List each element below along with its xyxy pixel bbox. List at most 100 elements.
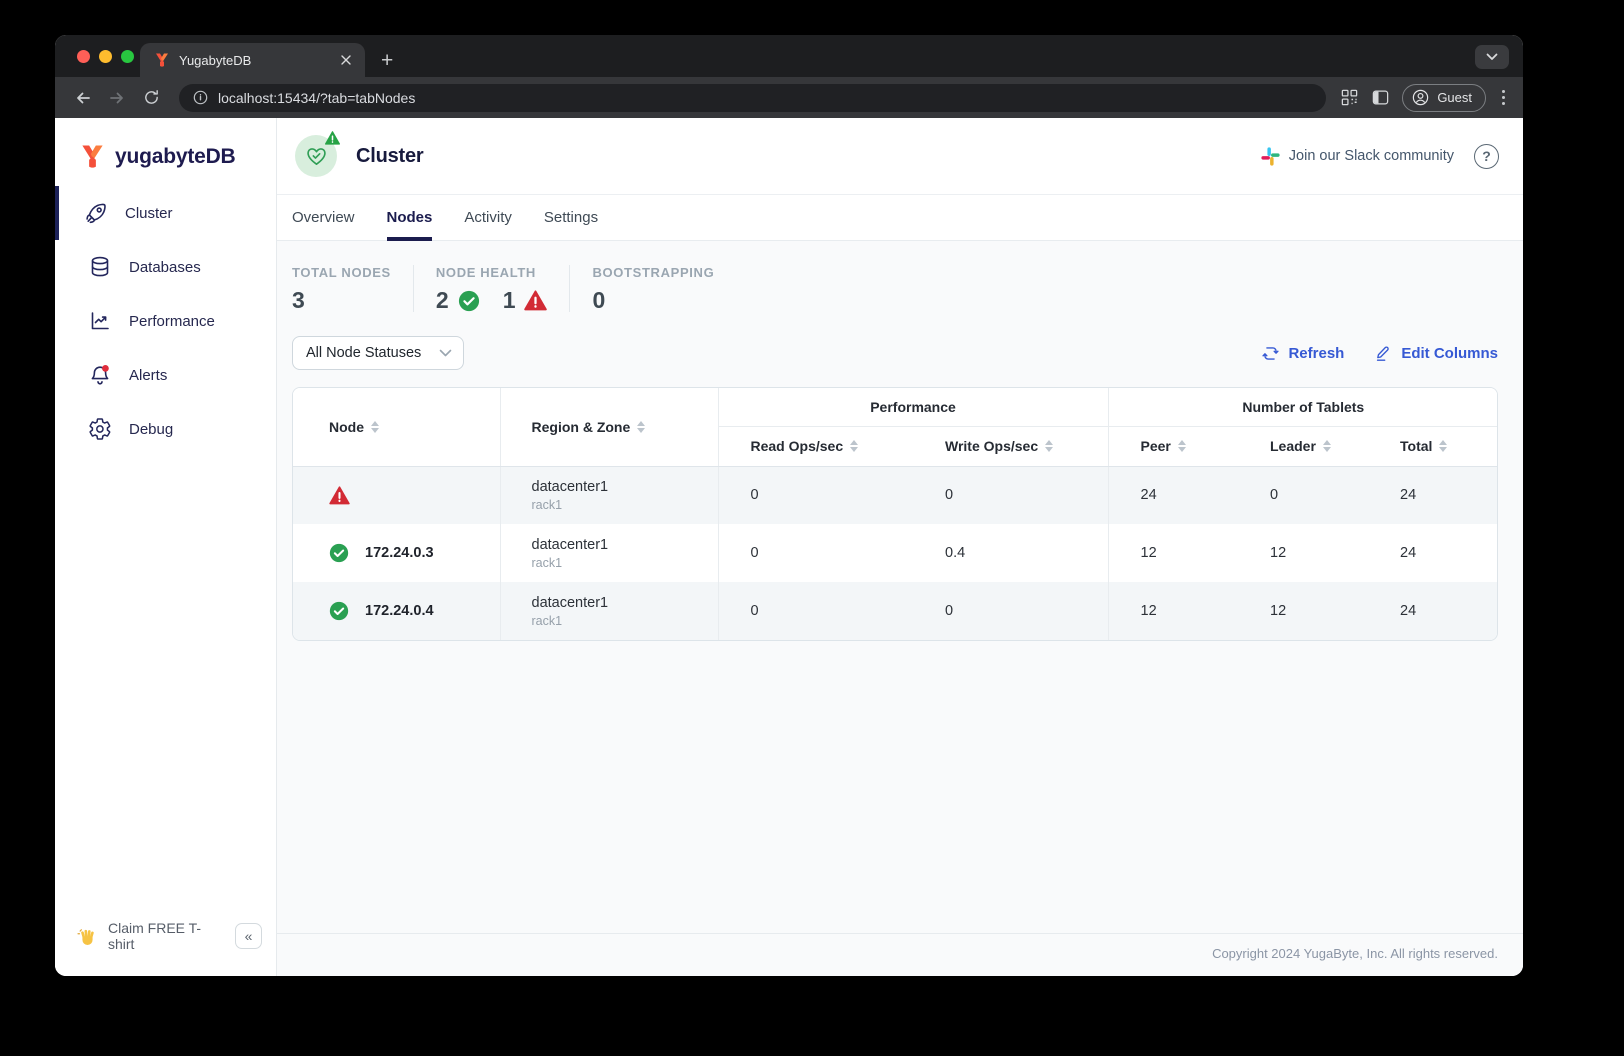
warning-triangle-badge-icon (325, 131, 340, 145)
help-icon[interactable]: ? (1474, 143, 1499, 169)
column-header-peer[interactable]: Peer (1107, 426, 1238, 467)
zone: rack1 (531, 498, 563, 513)
stat-node-health: NODE HEALTH 2 1 (412, 265, 570, 313)
column-header-total[interactable]: Total (1368, 426, 1497, 467)
sort-icon[interactable] (1045, 440, 1054, 452)
sort-icon[interactable] (637, 420, 646, 433)
sort-icon[interactable] (1322, 440, 1331, 452)
sidebar-item-label: Debug (129, 420, 174, 438)
alerts-badge-dot (102, 365, 109, 372)
minimize-window-button[interactable] (99, 50, 112, 63)
total-tablets: 24 (1400, 545, 1417, 561)
healthy-check-icon (458, 290, 480, 312)
page-footer: Copyright 2024 YugaByte, Inc. All rights… (277, 933, 1523, 976)
rocket-icon (84, 201, 108, 225)
node-status-select[interactable]: All Node Statuses (292, 336, 464, 370)
refresh-icon (1261, 344, 1280, 363)
bell-icon (88, 363, 112, 387)
sort-icon[interactable] (850, 440, 859, 452)
sidebar-item-label: Cluster (125, 204, 173, 222)
main-area: Cluster Join our Slack community (277, 118, 1523, 976)
tab-activity[interactable]: Activity (464, 209, 512, 226)
reload-icon[interactable] (137, 84, 165, 112)
profile-label: Guest (1437, 90, 1472, 105)
edit-columns-button[interactable]: Edit Columns (1374, 344, 1498, 363)
browser-menu-icon[interactable] (1498, 90, 1509, 105)
browser-tabstrip: YugabyteDB + (55, 35, 1523, 77)
sidebar-item-performance[interactable]: Performance (55, 294, 276, 348)
yugabytedb-favicon-icon (154, 52, 170, 68)
sort-icon[interactable] (371, 420, 379, 433)
close-window-button[interactable] (77, 50, 90, 63)
app-logo[interactable]: yugabyteDB (55, 118, 276, 186)
read-ops: 0 (717, 466, 913, 524)
column-header-leader[interactable]: Leader (1238, 426, 1368, 467)
slack-link-label: Join our Slack community (1288, 148, 1454, 164)
sidebar-item-debug[interactable]: Debug (55, 402, 276, 456)
sidebar-item-cluster[interactable]: Cluster (55, 186, 276, 240)
sort-icon[interactable] (1439, 440, 1448, 452)
stat-label: TOTAL NODES (292, 265, 391, 280)
chart-icon (88, 309, 112, 333)
column-header-write-ops[interactable]: Write Ops/sec (913, 426, 1108, 467)
yugabytedb-logo-icon (79, 143, 106, 170)
column-group-tablets: Number of Tablets (1107, 388, 1497, 427)
tab-search-chevron-icon[interactable] (1475, 45, 1509, 69)
table-row[interactable]: datacenter1 rack1 0 0 24 0 24 (293, 466, 1497, 524)
column-header-region-zone[interactable]: Region & Zone (499, 388, 718, 467)
tab-settings[interactable]: Settings (543, 209, 599, 226)
sidebar-item-label: Databases (129, 258, 201, 276)
tab-title: YugabyteDB (179, 52, 252, 68)
profile-button[interactable]: Guest (1402, 83, 1486, 112)
stat-label: BOOTSTRAPPING (592, 265, 715, 280)
forward-icon[interactable] (103, 84, 131, 112)
stat-bootstrapping: BOOTSTRAPPING 0 (569, 265, 736, 312)
cluster-tabs: Overview Nodes Activity Settings (277, 195, 1523, 241)
site-info-icon[interactable] (193, 90, 208, 105)
write-ops: 0 (945, 603, 954, 619)
browser-toolbar: localhost:15434/?tab=tabNodes Guest (55, 77, 1523, 118)
browser-window: YugabyteDB + localhost:15434/?tab=tabNod… (55, 35, 1523, 976)
total-tablets: 24 (1400, 603, 1417, 619)
stat-label: NODE HEALTH (435, 265, 536, 280)
back-icon[interactable] (69, 84, 97, 112)
healthy-count: 2 (435, 287, 449, 313)
edit-columns-label: Edit Columns (1401, 344, 1498, 362)
chevron-down-icon (439, 349, 452, 357)
new-tab-button[interactable]: + (381, 49, 394, 72)
region: datacenter1 (531, 594, 609, 611)
gear-icon (88, 417, 112, 441)
zoom-window-button[interactable] (121, 50, 134, 63)
browser-tab[interactable]: YugabyteDB (140, 43, 365, 77)
qr-extension-icon[interactable] (1340, 88, 1359, 107)
sidebar-item-label: Performance (129, 312, 215, 330)
claim-tshirt-row: Claim FREE T-shirt « (55, 920, 276, 976)
sidebar-item-alerts[interactable]: Alerts (55, 348, 276, 402)
unhealthy-count: 1 (502, 287, 516, 313)
sidebar-item-databases[interactable]: Databases (55, 240, 276, 294)
node-healthy-icon (329, 601, 349, 621)
side-panel-icon[interactable] (1371, 88, 1390, 107)
table-row[interactable]: 172.24.0.3 datacenter1 rack1 0 0.4 12 (293, 524, 1497, 582)
nodes-content: TOTAL NODES 3 NODE HEALTH 2 (277, 241, 1523, 933)
collapse-sidebar-button[interactable]: « (235, 923, 262, 949)
refresh-button[interactable]: Refresh (1261, 344, 1344, 363)
close-tab-icon[interactable] (337, 51, 355, 69)
peer-tablets: 12 (1107, 582, 1238, 640)
claim-tshirt-link[interactable]: Claim FREE T-shirt (108, 920, 202, 952)
slack-community-link[interactable]: Join our Slack community (1261, 146, 1454, 166)
warning-triangle-icon (524, 290, 548, 311)
database-icon (88, 255, 112, 279)
tab-overview[interactable]: Overview (292, 209, 355, 226)
address-bar[interactable]: localhost:15434/?tab=tabNodes (179, 83, 1327, 112)
sidebar-item-label: Alerts (129, 366, 168, 384)
column-header-node[interactable]: Node (293, 388, 500, 467)
peer-tablets: 24 (1107, 466, 1238, 524)
sort-icon[interactable] (1177, 440, 1186, 452)
table-row[interactable]: 172.24.0.4 datacenter1 rack1 0 0 12 (293, 582, 1497, 640)
region: datacenter1 (531, 479, 609, 496)
tab-nodes[interactable]: Nodes (386, 195, 432, 241)
column-header-read-ops[interactable]: Read Ops/sec (717, 426, 913, 467)
node-name: 172.24.0.4 (365, 603, 434, 619)
url-text[interactable]: localhost:15434/?tab=tabNodes (218, 89, 416, 106)
